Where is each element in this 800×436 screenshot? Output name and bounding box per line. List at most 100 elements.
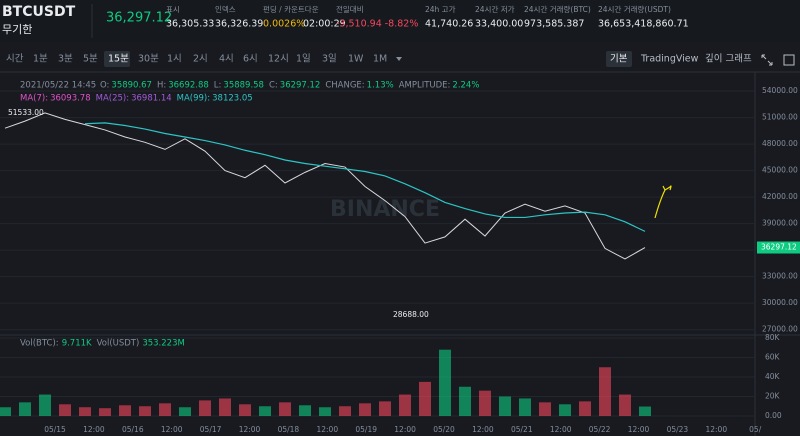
interval-button[interactable]: 1M xyxy=(373,54,387,65)
stat-label: 펀딩 / 카운트다운 xyxy=(263,4,319,14)
view-button[interactable]: TradingView xyxy=(640,54,699,65)
x-tick-label: 12:00 xyxy=(472,425,494,434)
y-tick-label: 20K xyxy=(765,392,781,401)
ma-label: MA(99): xyxy=(177,94,210,104)
interval-dropdown[interactable] xyxy=(396,57,402,61)
stat-label: 24시간 거래량(USDT) xyxy=(598,4,671,14)
stat-label: 24h 고가 xyxy=(425,5,456,14)
stat-label: 24시간 거래량(BTC) xyxy=(524,4,591,14)
volume-bar xyxy=(379,401,391,416)
x-tick-label: 05/19 xyxy=(355,425,377,434)
x-tick-label: 05/20 xyxy=(433,425,455,434)
interval-button[interactable]: 4시 xyxy=(219,54,234,65)
interval-button[interactable]: 1분 xyxy=(33,54,48,65)
interval-button[interactable]: 30분 xyxy=(138,54,159,65)
volume-value: 353.223M xyxy=(142,339,184,349)
volume-bar xyxy=(359,403,371,416)
interval-button[interactable]: 12시 xyxy=(268,54,289,65)
symbol: BTCUSDT xyxy=(2,4,76,20)
interval-button[interactable]: 3분 xyxy=(58,54,73,65)
ohlc-value: 35889.58 xyxy=(223,81,264,91)
stat-value: 36,305.33 xyxy=(166,19,214,30)
view-button[interactable]: 기본 xyxy=(610,54,628,65)
high-label: 51533.00 xyxy=(8,108,44,117)
volume-bar xyxy=(119,405,131,416)
interval-button[interactable]: 1W xyxy=(348,54,364,65)
stat-label: 24시간 저가 xyxy=(475,4,515,14)
stat-label: 인덱스 xyxy=(215,4,236,14)
volume-bar xyxy=(339,406,351,416)
interval-button[interactable]: 5분 xyxy=(83,54,98,65)
selected-interval-bg xyxy=(104,51,130,67)
contract: 무기한 xyxy=(2,23,32,36)
interval-button[interactable]: 시간 xyxy=(6,54,24,65)
interval-button[interactable]: 3일 xyxy=(322,54,337,65)
volume-bar xyxy=(179,407,191,416)
x-tick-label: 05/ xyxy=(749,425,762,434)
ohlc-value: 36692.88 xyxy=(168,81,209,91)
price: 36,297.12 xyxy=(106,11,172,26)
volume-bar xyxy=(439,349,451,416)
stat-value: -3,510.94 -8.82% xyxy=(336,19,418,30)
interval-button[interactable]: 1일 xyxy=(296,54,311,65)
low-label: 28688.00 xyxy=(393,310,429,319)
interval-button[interactable]: 6시 xyxy=(243,54,258,65)
volume-bar xyxy=(499,396,511,416)
volume-bar xyxy=(99,408,111,416)
volume-label: Vol(BTC): xyxy=(20,339,59,349)
x-tick-label: 12:00 xyxy=(316,425,338,434)
ohlc-label: L: xyxy=(214,81,222,91)
stat-value: 36,326.39 xyxy=(215,19,263,30)
settings-icon[interactable] xyxy=(783,54,795,66)
stat-value: 41,740.26 xyxy=(425,19,473,30)
price-line xyxy=(4,112,646,260)
stat-value: 02:00:29 xyxy=(303,19,346,30)
stat-value: 36,653,418,860.71 xyxy=(598,19,689,30)
expand-icon[interactable] xyxy=(761,54,773,66)
volume-bar xyxy=(139,406,151,416)
x-tick-label: 05/21 xyxy=(511,425,533,434)
datetime: 2021/05/22 14:45 xyxy=(20,81,96,91)
y-tick-label: 48000.00 xyxy=(762,139,798,148)
icons xyxy=(761,54,795,66)
ohlc-label: C: xyxy=(269,81,278,91)
volume-bar xyxy=(559,404,571,416)
ohlc-label: AMPLITUDE: xyxy=(399,81,451,91)
last-price-tag: 36297.12 xyxy=(761,243,797,252)
interval-button[interactable]: 2시 xyxy=(193,54,208,65)
x-tick-label: 05/22 xyxy=(589,425,611,434)
y-tick-label: 54000.00 xyxy=(762,86,798,95)
x-tick-label: 12:00 xyxy=(394,425,416,434)
ma-label: MA(7): xyxy=(20,94,48,104)
interval-button[interactable]: 15분 xyxy=(108,54,129,65)
volume-bar xyxy=(199,400,211,416)
volume-bar xyxy=(399,394,411,416)
last-price-tag-bg xyxy=(757,241,800,254)
y-tick-label: 60K xyxy=(765,353,781,362)
x-tick-label: 05/16 xyxy=(122,425,144,434)
view-button[interactable]: 깊이 그래프 xyxy=(705,53,752,65)
volume-label: Vol(USDT) xyxy=(97,339,140,349)
interval-button[interactable]: 1시 xyxy=(167,54,182,65)
volume-bar xyxy=(219,398,231,416)
volume-bar xyxy=(159,403,171,416)
volume-bar xyxy=(19,402,31,416)
volume-bar xyxy=(59,404,71,416)
volume-bar xyxy=(299,405,311,416)
volume-bar xyxy=(319,407,331,416)
ohlc-label: H: xyxy=(157,81,166,91)
y-tick-label: 0.00 xyxy=(765,411,782,420)
volume-bar xyxy=(239,404,251,416)
y-tick-label: 42000.00 xyxy=(762,192,798,201)
volume-bar xyxy=(259,406,271,416)
ohlc-value: 35890.67 xyxy=(111,81,152,91)
stat-label: 전일대비 xyxy=(336,4,364,14)
x-tick-label: 05/18 xyxy=(278,425,300,434)
x-tick-label: 05/17 xyxy=(200,425,222,434)
ma-value: 36981.14 xyxy=(131,94,172,104)
volume-bar xyxy=(519,398,531,416)
stat-label: 표시 xyxy=(166,5,180,14)
y-tick-label: 33000.00 xyxy=(762,272,798,281)
ohlc-value: 36297.12 xyxy=(280,81,321,91)
